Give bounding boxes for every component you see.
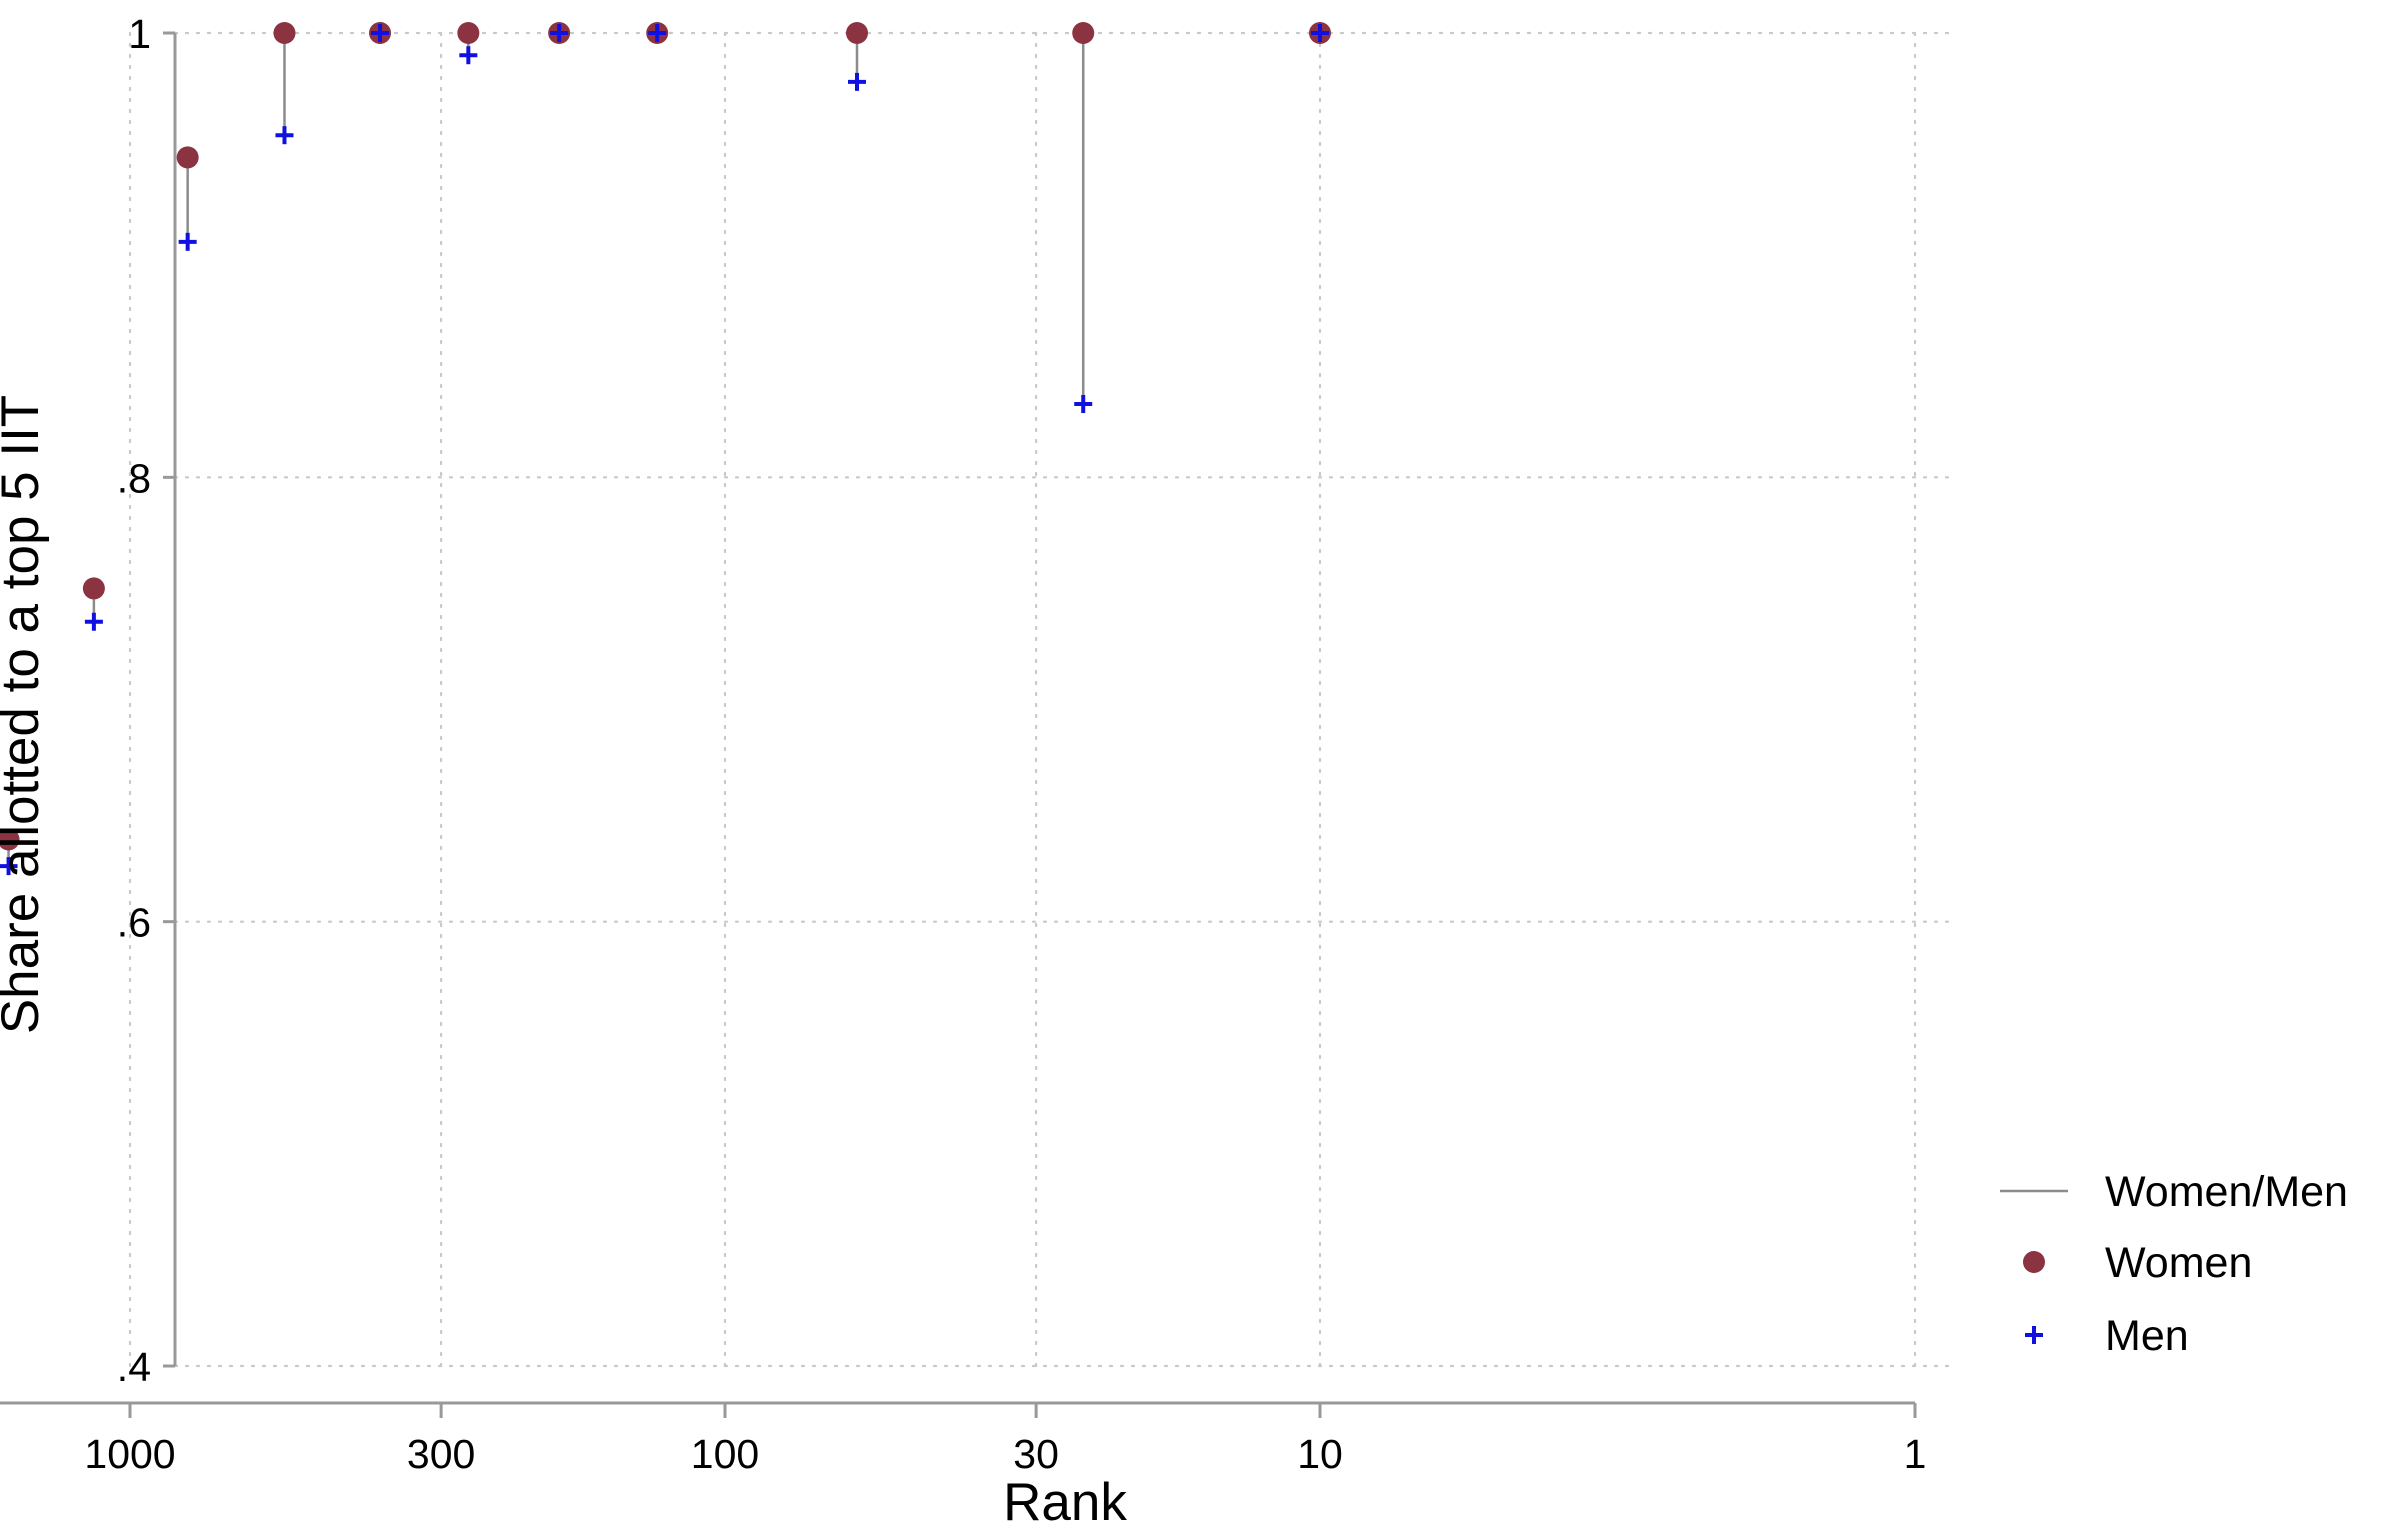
men-point: [84, 612, 103, 631]
women-point: [1072, 22, 1095, 44]
legend-circle-swatch: [2023, 1251, 2045, 1273]
x-tick-label: 10: [1297, 1431, 1343, 1477]
legend-plus-swatch: [2025, 1326, 2043, 1344]
legend-label-women-men: Women/Men: [2105, 1168, 2348, 1216]
men-point: [648, 24, 667, 42]
women-point: [82, 577, 105, 600]
x-tick-label: 30: [1013, 1431, 1059, 1477]
axes: [0, 33, 1915, 1405]
y-tick-label: .4: [117, 1344, 151, 1390]
legend-label-women: Women: [2105, 1239, 2252, 1287]
x-ticks: 3000100030010030101: [84, 1403, 1927, 1477]
connector-lines: [7, 33, 1085, 867]
men-point: [459, 46, 478, 65]
women-point: [176, 146, 199, 169]
women-point: [457, 22, 480, 44]
x-tick-label: 1000: [84, 1431, 175, 1477]
legend-item-men: Men: [2025, 1312, 2189, 1360]
men-point: [1311, 24, 1329, 42]
legend-item-women: Women: [2023, 1239, 2252, 1287]
women-point: [846, 22, 868, 44]
y-tick-label: .6: [117, 900, 151, 946]
men-series: [0, 24, 1329, 876]
men-point: [1074, 395, 1093, 414]
men-point: [0, 857, 18, 876]
men-point: [848, 72, 866, 91]
x-axis-label: Rank: [1003, 1473, 1127, 1532]
y-ticks: 1 .8 .6 .4: [117, 11, 175, 1390]
y-axis-label: Share allotted to a top 5 IIT: [0, 395, 50, 1034]
men-point: [275, 126, 294, 145]
men-point: [178, 232, 197, 251]
x-tick-label: 1: [1904, 1431, 1927, 1477]
grid: [128, 31, 1957, 1368]
women-series: [0, 22, 1331, 851]
y-tick-label: 1: [128, 11, 151, 57]
women-point: [0, 828, 20, 851]
men-point: [550, 24, 569, 42]
women-point: [273, 22, 296, 44]
x-tick-label: 300: [407, 1431, 475, 1477]
legend-label-men: Men: [2105, 1312, 2189, 1360]
y-tick-label: .8: [117, 455, 151, 501]
legend-item-women-men: Women/Men: [2000, 1168, 2348, 1216]
men-point: [371, 24, 390, 42]
legend: Women/Men Women Men: [2000, 1168, 2348, 1360]
x-tick-label: 100: [691, 1431, 759, 1477]
